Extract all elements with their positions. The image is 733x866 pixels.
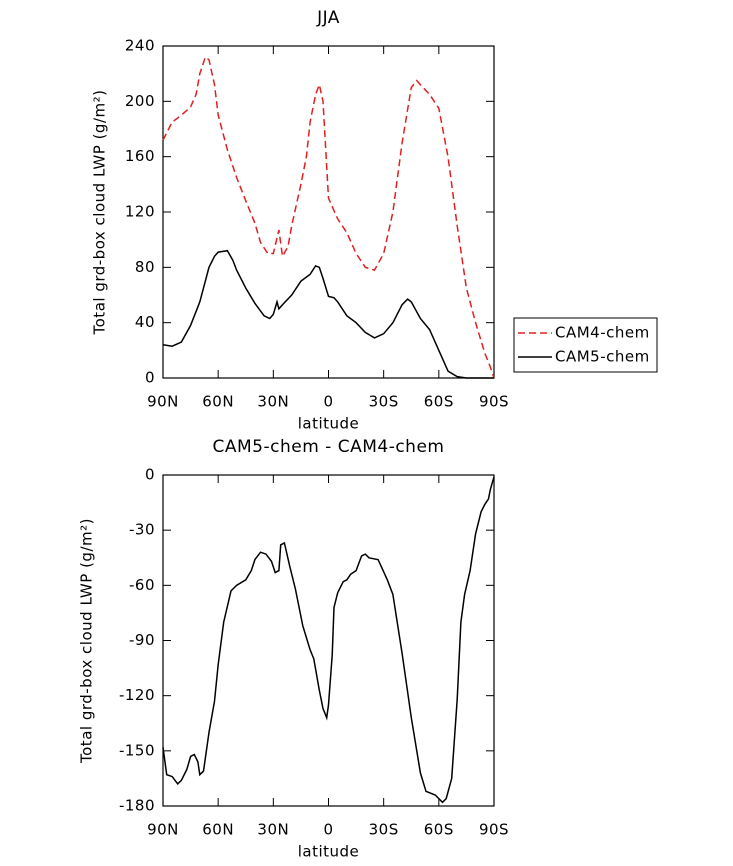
y-tick-label: -90 — [129, 631, 155, 649]
y-tick-label: 240 — [125, 37, 155, 55]
plot-frame — [162, 474, 495, 807]
x-tick-label: 60S — [424, 821, 454, 839]
chart-title: CAM5-chem - CAM4-chem — [213, 437, 445, 457]
y-tick-label: 80 — [135, 258, 155, 276]
legend-label: CAM4-chem — [555, 324, 650, 342]
data-line — [162, 55, 495, 379]
x-tick-label: 0 — [323, 393, 333, 411]
y-tick-label: 120 — [125, 203, 155, 221]
x-tick-label: 30N — [257, 821, 289, 839]
y-tick-label: -150 — [119, 741, 155, 759]
data-line — [162, 476, 495, 804]
legend: CAM4-chem CAM5-chem — [513, 317, 658, 373]
y-tick-label: 200 — [125, 92, 155, 110]
data-line — [162, 249, 494, 379]
plot-frame — [162, 45, 495, 379]
x-axis-label: latitude — [298, 415, 360, 433]
x-tick-label: 60N — [202, 393, 234, 411]
x-tick-label: 90N — [147, 821, 179, 839]
x-tick-label: 0 — [323, 821, 333, 839]
y-tick-label: 160 — [125, 147, 155, 165]
y-tick-label: 0 — [145, 369, 155, 387]
x-tick-label: 30S — [369, 393, 399, 411]
x-tick-label: 90S — [479, 821, 509, 839]
y-axis-label: Total grd-box cloud LWP (g/m²) — [78, 518, 96, 764]
x-tick-label: 60S — [424, 393, 454, 411]
chart-title: JJA — [316, 8, 340, 28]
y-axis-label: Total grd-box cloud LWP (g/m²) — [91, 90, 109, 336]
x-tick-label: 60N — [202, 821, 234, 839]
legend-box — [513, 317, 658, 373]
x-tick-label: 90N — [147, 393, 179, 411]
y-tick-label: 40 — [135, 313, 155, 331]
x-axis-label: latitude — [298, 843, 360, 861]
y-tick-label: -120 — [119, 686, 155, 704]
y-tick-label: -60 — [129, 576, 155, 594]
y-tick-label: -30 — [129, 521, 155, 539]
y-tick-label: -180 — [119, 797, 155, 815]
y-tick-label: 0 — [145, 466, 155, 484]
x-tick-label: 90S — [479, 393, 509, 411]
x-tick-label: 30N — [257, 393, 289, 411]
x-tick-label: 30S — [369, 821, 399, 839]
legend-label: CAM5-chem — [555, 348, 650, 366]
